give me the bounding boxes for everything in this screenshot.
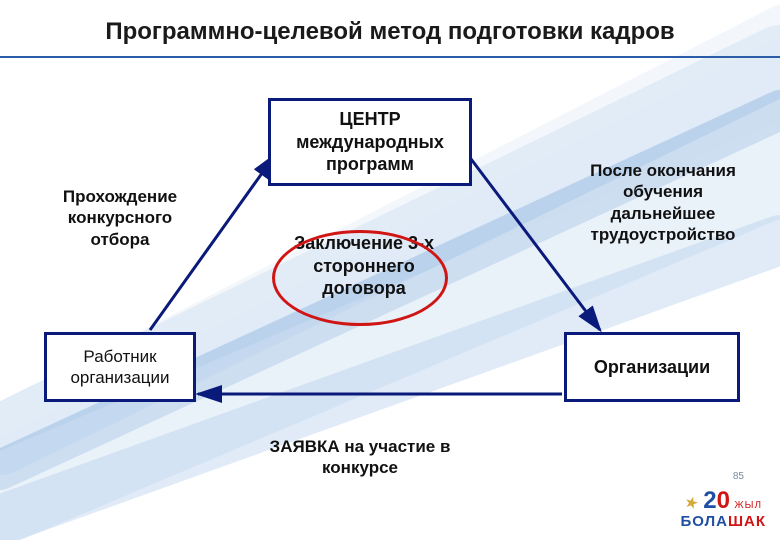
- node-label: Организации: [594, 356, 710, 379]
- logo-graphic: ★ 20 ЖЫЛ: [681, 489, 767, 513]
- page-title: Программно-целевой метод подготовки кадр…: [0, 18, 780, 46]
- star-icon: ★: [683, 494, 701, 513]
- node-label: ЦЕНТР международных программ: [279, 108, 461, 176]
- highlight-ellipse: [272, 230, 448, 326]
- bolashak-logo: ★ 20 ЖЫЛ БОЛАШАК: [681, 489, 767, 530]
- logo-digit-right: 0: [717, 487, 730, 514]
- logo-text: БОЛАШАК: [681, 513, 767, 530]
- title-underline: [0, 56, 780, 58]
- node-employee: Работник организации: [44, 332, 196, 402]
- node-label: Работник организации: [55, 346, 185, 389]
- node-organizations: Организации: [564, 332, 740, 402]
- edge-label-application: ЗАЯВКА на участие в конкурсе: [230, 436, 490, 479]
- edge-label-selection: Прохождение конкурсного отбора: [40, 186, 200, 250]
- logo-digit-left: 2: [703, 487, 716, 514]
- node-center-programs: ЦЕНТР международных программ: [268, 98, 472, 186]
- page-number: 85: [733, 471, 744, 482]
- logo-suffix: ЖЫЛ: [734, 500, 762, 511]
- edge-label-employment: После окончания обучения дальнейшее труд…: [570, 160, 756, 245]
